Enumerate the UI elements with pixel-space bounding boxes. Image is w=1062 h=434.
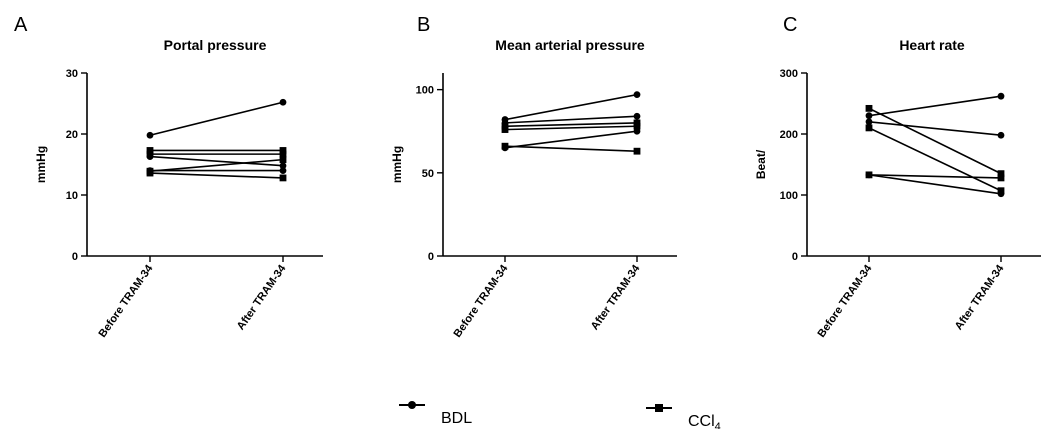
series-line [149,172,284,179]
x-tick-label: After TRAM-34 [589,262,643,332]
series-line [504,122,638,128]
y-axis-label: mmHg [390,146,404,183]
point-circle [865,112,873,120]
y-tick-label: 100 [780,190,798,202]
point-square [865,124,873,132]
series-line [149,155,284,167]
y-tick-label: 200 [780,129,798,141]
point-circle [997,92,1005,100]
legend-label: BDL [441,410,472,427]
panel-a: A Portal pressure 0 10 20 30 mmHg Before TRAM-3… [14,14,323,340]
series-line [504,93,638,121]
point-square [997,187,1005,195]
point-circle [997,131,1005,139]
y-tick-label: 30 [66,68,78,80]
y-tick-label: 0 [428,251,434,263]
point-circle [633,112,641,120]
point-square [501,142,509,150]
y-axis-label: mmHg [34,146,48,183]
x-tick-label: Before TRAM-34 [97,262,156,340]
point-circle [633,91,641,99]
series-line [149,158,284,173]
y-tick-label: 50 [422,168,434,180]
series-line [504,115,638,124]
point-square [865,104,873,112]
legend-marker-circle [408,401,416,409]
point-square [279,150,287,158]
point-square [633,122,641,130]
point-square [146,150,154,158]
legend-item: CCl4 [646,404,721,433]
chart-title: Heart rate [899,37,965,53]
point-circle [279,162,287,170]
point-circle [865,118,873,126]
legend-marker-square [655,404,663,412]
y-tick-label: 0 [72,251,78,263]
x-tick-label: After TRAM-34 [953,262,1007,332]
series-line [868,95,1002,117]
y-tick-label: 20 [66,129,78,141]
y-tick-label: 100 [416,85,434,97]
point-square [146,169,154,177]
series-line [868,121,1002,137]
series-line [504,145,638,152]
panel-letter: B [417,14,430,36]
series-line [149,101,284,136]
point-circle [279,167,287,175]
series-line [868,174,1002,195]
point-square [633,147,641,155]
x-tick-label: After TRAM-34 [235,262,289,332]
panel-letter: C [783,14,797,36]
x-tick-label: Before TRAM-34 [816,262,875,340]
point-square [865,171,873,179]
series-line [504,130,638,149]
y-axis-label: Beat/ [754,149,768,179]
series-line [504,125,638,131]
series-line [868,107,1002,175]
series-line [868,127,1002,192]
chart-title: Mean arterial pressure [495,37,645,53]
x-tick-label: Before TRAM-34 [452,262,511,340]
y-tick-label: 300 [780,68,798,80]
point-square [501,126,509,133]
chart-title: Portal pressure [164,37,267,53]
legend-item: BDL [399,401,472,427]
series-line [868,174,1002,179]
point-square [279,156,287,164]
point-circle [279,98,287,106]
panel-b: B Mean arterial pressure 0 50 100 mmHg Before … [390,14,677,340]
panel-letter: A [14,14,28,36]
point-square [997,174,1005,182]
legend-label: CCl4 [688,413,721,429]
point-square [997,170,1005,178]
y-tick-label: 10 [66,190,78,202]
point-square [146,147,154,154]
legend-subscript: 4 [715,421,721,429]
legend: BDL CCl4 [399,401,721,433]
y-tick-label: 0 [792,251,798,263]
point-square [279,174,287,182]
point-circle [146,131,154,139]
panel-c: C Heart rate 0 100 200 300 Beat/Before TRAM-34… [754,14,1041,340]
point-square [279,147,287,154]
